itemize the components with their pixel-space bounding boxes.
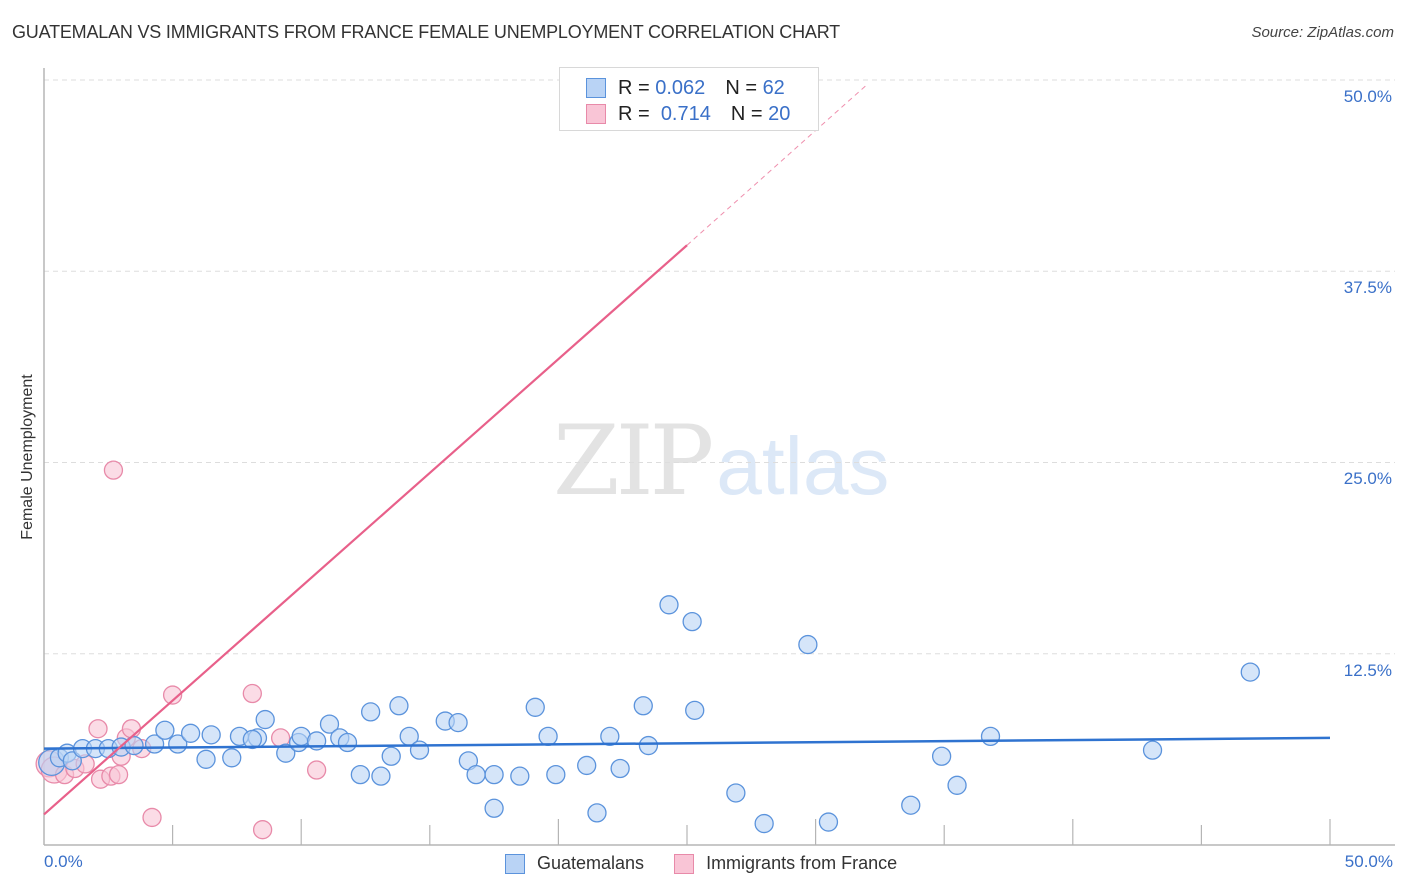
data-point [276, 743, 296, 763]
data-point [659, 595, 679, 615]
chart-title: GUATEMALAN VS IMMIGRANTS FROM FRANCE FEM… [12, 22, 840, 42]
stats-row-france: R = 0.714 N = 20 [586, 102, 790, 126]
n-value: 20 [768, 102, 791, 125]
n-label: N = [730, 102, 763, 125]
watermark-atlas: atlas [716, 421, 890, 512]
data-point [484, 764, 504, 785]
data-point [155, 720, 175, 740]
legend-swatch-pink [674, 853, 695, 874]
y-tick-37-5: 37.5% [1343, 278, 1392, 297]
swatch-pink [586, 104, 606, 124]
data-point [448, 712, 468, 733]
x-tick-min: 0.0% [44, 852, 83, 871]
watermark-zip: ZIP [553, 405, 714, 517]
y-tick-25: 25.0% [1343, 469, 1392, 488]
data-point [88, 719, 108, 739]
gridlines [44, 79, 1395, 655]
data-point [610, 758, 630, 779]
stats-legend: R = 0.062 N = 62 R = 0.714 N = 20 [559, 67, 819, 131]
trend-line-france-extension [686, 84, 868, 246]
data-point [196, 749, 216, 769]
data-point [818, 812, 839, 832]
axes [43, 68, 1395, 846]
data-point [726, 783, 746, 803]
legend-swatch-blue [505, 853, 525, 874]
data-point [587, 803, 607, 823]
n-value: 62 [762, 76, 785, 99]
data-point [798, 634, 818, 655]
legend-label: Immigrants from France [706, 853, 898, 873]
watermark: ZIPatlas [553, 405, 889, 517]
data-point [252, 820, 273, 840]
data-point [546, 764, 566, 785]
data-point [360, 702, 381, 722]
data-point [62, 751, 82, 771]
data-point [931, 746, 952, 766]
data-point [638, 735, 659, 756]
y-tick-12-5: 12.5% [1343, 661, 1392, 680]
data-point [600, 726, 620, 747]
data-point [108, 764, 129, 785]
data-point [201, 725, 221, 745]
data-point [242, 683, 262, 704]
data-point [484, 798, 504, 818]
data-point [682, 611, 702, 632]
data-point [306, 760, 327, 780]
data-point [371, 766, 391, 786]
data-point [409, 740, 430, 760]
data-point [466, 764, 486, 785]
data-point [350, 764, 371, 785]
data-point [242, 729, 262, 750]
series-legend: Guatemalans Immigrants from France [505, 853, 927, 874]
data-point [577, 755, 597, 776]
data-point [142, 807, 162, 828]
legend-item-immigrants-from-france[interactable]: Immigrants from France [674, 853, 897, 874]
legend-label: Guatemalans [537, 853, 645, 873]
data-point [103, 460, 124, 480]
data-point [980, 726, 1001, 747]
r-label: R = [618, 102, 650, 125]
data-point [180, 723, 201, 743]
data-point [525, 697, 545, 717]
data-point [633, 696, 653, 716]
swatch-blue [586, 78, 606, 98]
data-point [162, 685, 183, 705]
trend-line-france [43, 244, 688, 816]
x-tick-max: 50.0% [1344, 852, 1393, 871]
data-point [255, 709, 275, 730]
data-point [754, 813, 774, 834]
trend-line-guatemalans [43, 736, 1331, 750]
data-point [337, 732, 358, 753]
data-point [685, 700, 705, 721]
data-point [121, 719, 142, 739]
legend-item-guatemalans[interactable]: Guatemalans [505, 853, 644, 874]
data-point [1240, 662, 1260, 682]
data-point [319, 714, 340, 734]
data-point [381, 746, 401, 766]
r-label: R = [618, 76, 650, 99]
data-point [222, 748, 242, 768]
r-value: 0.714 [660, 102, 711, 125]
series-guatemalans [38, 595, 1260, 834]
trend-lines [43, 84, 1331, 816]
stats-row-guatemalans: R = 0.062 N = 62 [586, 76, 785, 100]
y-axis-label: Female Unemployment [19, 374, 36, 540]
data-point [389, 696, 409, 716]
r-value: 0.062 [655, 76, 706, 99]
source-credit: Source: ZipAtlas.com [1251, 24, 1394, 41]
data-point [901, 795, 921, 815]
data-point [538, 726, 558, 747]
data-point [510, 766, 530, 786]
data-point [1142, 740, 1163, 760]
y-tick-50: 50.0% [1343, 87, 1392, 106]
n-label: N = [725, 76, 757, 99]
data-point [947, 775, 967, 795]
data-point [124, 735, 144, 756]
